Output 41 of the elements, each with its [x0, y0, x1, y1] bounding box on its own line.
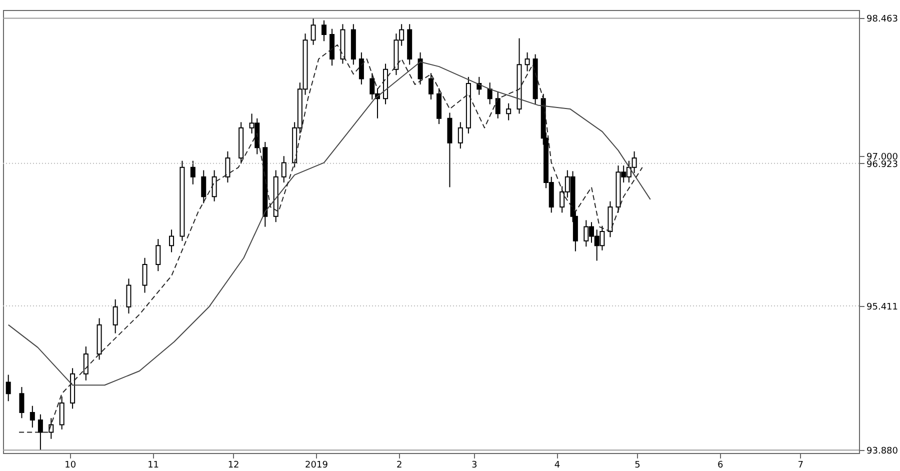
x-tick-label: 2019 [305, 460, 328, 470]
x-tick-label: 7 [798, 460, 804, 470]
y-tick-label: 98.463 [866, 14, 898, 25]
y-tick-label: 93.880 [866, 446, 898, 457]
y-tick-label: 95.411 [866, 302, 898, 312]
candlestick [142, 257, 148, 294]
x-tick-label: 2 [396, 460, 402, 470]
candlestick [48, 418, 54, 440]
candlestick [358, 52, 364, 85]
x-tick-label: 11 [148, 460, 160, 470]
candlestick [169, 229, 174, 253]
candlestick [281, 156, 286, 183]
candlestick [524, 52, 530, 72]
x-tick-label: 5 [634, 460, 640, 470]
candlestick [112, 298, 118, 334]
line-series [18, 44, 643, 433]
candlestick [322, 20, 326, 42]
candlestick [487, 82, 492, 105]
candlestick [38, 414, 43, 451]
candlestick [458, 122, 463, 150]
candlestick [418, 52, 423, 85]
candlestick [83, 346, 88, 381]
x-tick-label: 4 [554, 460, 560, 470]
candlestick [201, 170, 206, 204]
candlestick [310, 18, 316, 46]
candlestick [495, 92, 500, 119]
x-tick-label: 10 [64, 460, 76, 470]
x-tick-label: 6 [718, 460, 724, 470]
candlestick [428, 72, 434, 100]
candlestick [126, 278, 132, 314]
candlestick [19, 386, 24, 419]
candlestick [190, 160, 196, 185]
x-tick-label: 12 [228, 460, 240, 470]
candlestick [6, 374, 11, 402]
candlestick [59, 396, 64, 430]
candlestick [225, 150, 230, 183]
candlestick [156, 238, 161, 272]
x-tick-label: 3 [471, 460, 478, 470]
candlestick [506, 102, 512, 121]
candlestick [30, 405, 35, 428]
candlestick [212, 170, 217, 202]
